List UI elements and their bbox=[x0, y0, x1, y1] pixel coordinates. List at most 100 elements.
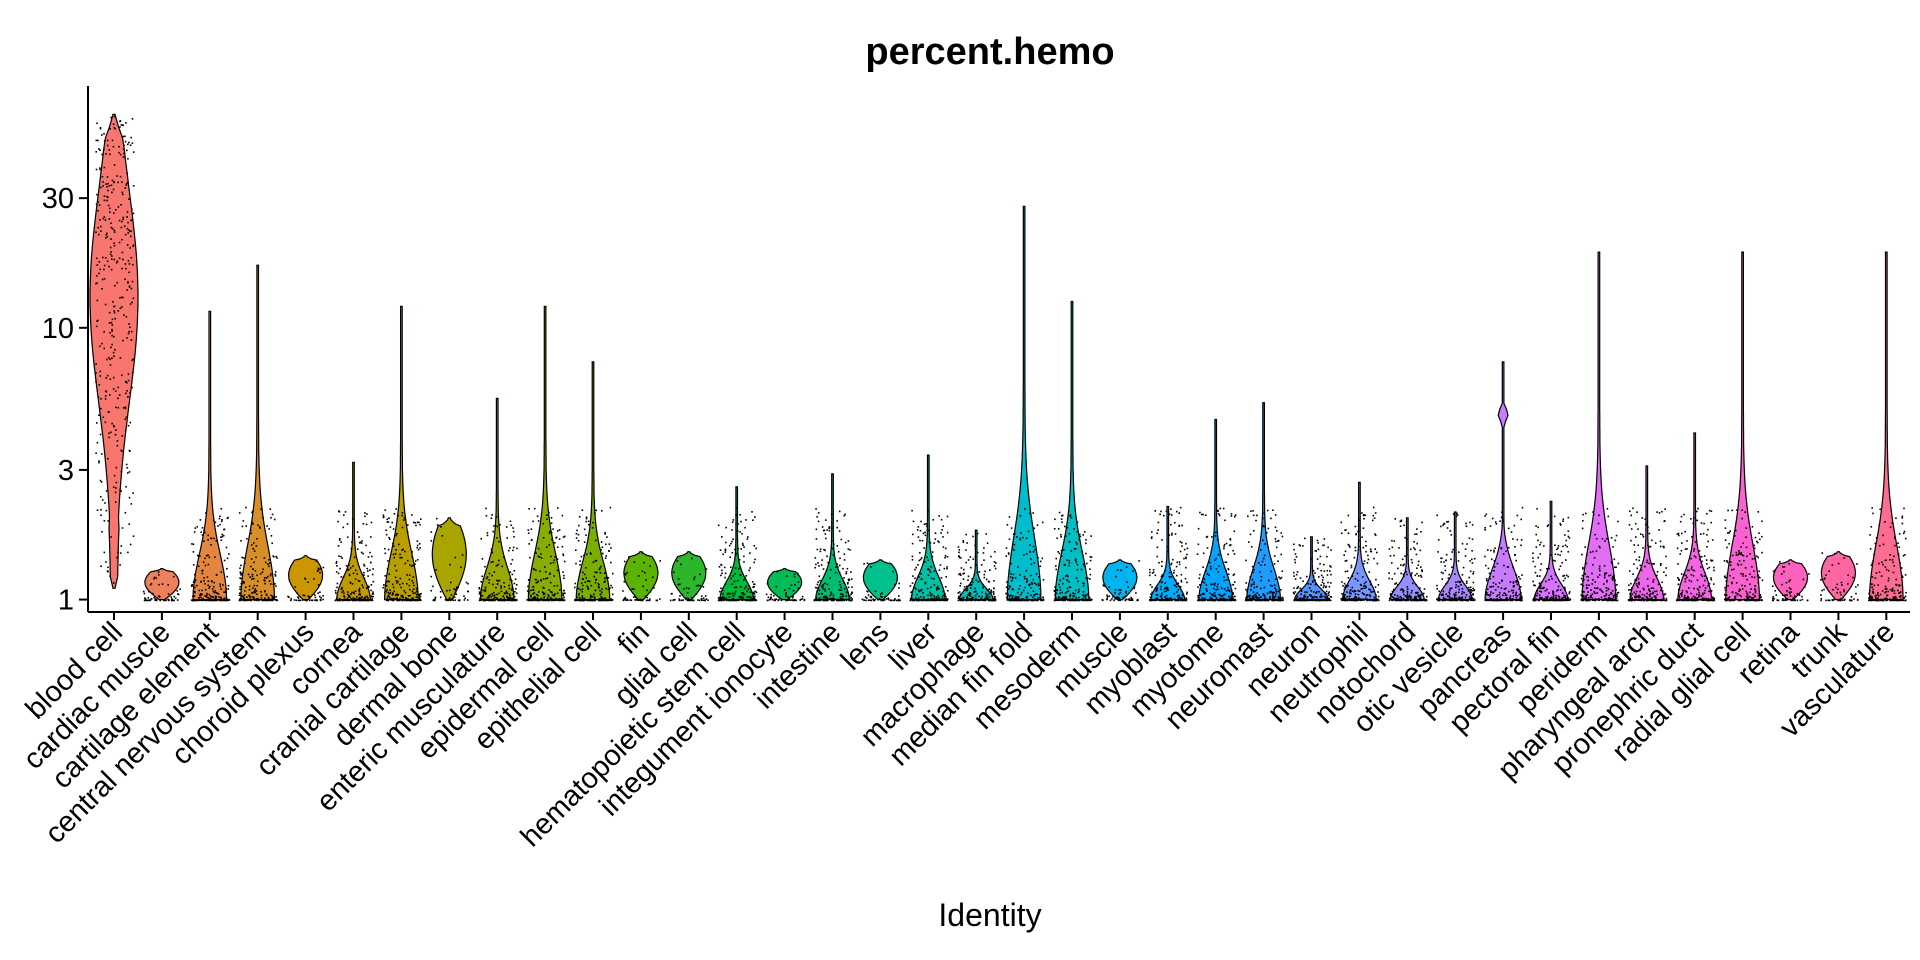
jitter-point bbox=[1344, 584, 1347, 587]
jitter-point bbox=[534, 599, 537, 602]
jitter-point bbox=[503, 597, 505, 599]
jitter-point bbox=[488, 572, 491, 575]
jitter-point bbox=[969, 599, 972, 602]
jitter-point bbox=[821, 593, 823, 595]
jitter-point bbox=[372, 568, 374, 570]
jitter-point bbox=[1362, 527, 1365, 529]
jitter-point bbox=[966, 587, 968, 590]
jitter-point bbox=[340, 541, 342, 543]
jitter-point bbox=[116, 260, 119, 263]
jitter-point bbox=[1342, 585, 1344, 587]
jitter-point bbox=[398, 543, 400, 546]
jitter-point bbox=[201, 572, 204, 575]
jitter-point bbox=[1366, 598, 1369, 601]
jitter-point bbox=[816, 583, 819, 586]
jitter-point bbox=[577, 533, 580, 536]
jitter-point bbox=[626, 598, 628, 601]
jitter-point bbox=[1262, 539, 1264, 542]
jitter-point bbox=[260, 594, 263, 597]
jitter-point bbox=[1155, 588, 1157, 590]
jitter-point bbox=[102, 416, 105, 419]
jitter-point bbox=[975, 564, 978, 566]
jitter-point bbox=[128, 523, 130, 525]
jitter-point bbox=[104, 502, 106, 504]
jitter-point bbox=[563, 577, 565, 580]
jitter-point bbox=[1014, 597, 1017, 599]
jitter-point bbox=[1058, 599, 1061, 602]
jitter-point bbox=[253, 550, 256, 552]
jitter-point bbox=[121, 220, 123, 223]
jitter-point bbox=[914, 599, 916, 601]
jitter-point bbox=[98, 461, 100, 464]
jitter-point bbox=[1036, 598, 1038, 601]
jitter-point bbox=[311, 599, 313, 601]
jitter-point bbox=[111, 422, 113, 425]
jitter-point bbox=[542, 586, 544, 589]
jitter-point bbox=[1198, 577, 1201, 580]
jitter-point bbox=[508, 584, 510, 587]
jitter-point bbox=[699, 584, 701, 587]
jitter-point bbox=[940, 577, 943, 579]
jitter-point bbox=[1396, 597, 1398, 600]
jitter-point bbox=[990, 592, 992, 594]
jitter-point bbox=[1008, 588, 1010, 590]
jitter-point bbox=[1275, 546, 1278, 549]
jitter-point bbox=[1366, 594, 1368, 596]
jitter-point bbox=[364, 599, 367, 602]
jitter-point bbox=[537, 555, 540, 558]
jitter-point bbox=[243, 582, 245, 584]
jitter-point bbox=[967, 559, 970, 561]
jitter-point bbox=[367, 575, 369, 577]
jitter-point bbox=[987, 599, 990, 602]
jitter-point bbox=[456, 586, 458, 589]
jitter-point bbox=[126, 216, 128, 218]
jitter-point bbox=[526, 599, 528, 601]
jitter-point bbox=[1234, 515, 1236, 518]
jitter-point bbox=[967, 599, 970, 602]
jitter-point bbox=[944, 547, 947, 550]
jitter-point bbox=[101, 176, 104, 178]
jitter-point bbox=[120, 226, 123, 229]
jitter-point bbox=[264, 599, 266, 601]
jitter-point bbox=[127, 158, 129, 160]
jitter-point bbox=[767, 599, 769, 602]
jitter-point bbox=[849, 599, 852, 602]
jitter-point bbox=[1405, 596, 1408, 598]
jitter-point bbox=[599, 567, 601, 569]
jitter-point bbox=[416, 544, 419, 547]
jitter-point bbox=[1234, 587, 1237, 590]
jitter-point bbox=[510, 598, 512, 600]
jitter-point bbox=[367, 570, 369, 572]
jitter-point bbox=[603, 599, 605, 602]
jitter-point bbox=[121, 374, 123, 377]
jitter-point bbox=[114, 433, 117, 436]
jitter-point bbox=[362, 599, 364, 602]
jitter-point bbox=[479, 591, 482, 593]
jitter-point bbox=[918, 590, 921, 593]
jitter-point bbox=[813, 599, 816, 602]
jitter-point bbox=[249, 596, 252, 599]
jitter-point bbox=[1091, 598, 1093, 601]
jitter-point bbox=[1119, 599, 1121, 602]
jitter-point bbox=[920, 599, 923, 602]
jitter-point bbox=[784, 589, 786, 591]
jitter-point bbox=[252, 510, 254, 513]
jitter-point bbox=[917, 597, 920, 599]
jitter-point bbox=[933, 598, 936, 600]
jitter-point bbox=[454, 599, 456, 601]
jitter-point bbox=[598, 568, 601, 571]
jitter-point bbox=[95, 203, 98, 206]
jitter-point bbox=[220, 571, 223, 573]
jitter-point bbox=[832, 554, 835, 556]
jitter-point bbox=[1344, 550, 1347, 553]
jitter-point bbox=[202, 599, 205, 602]
jitter-point bbox=[114, 501, 117, 503]
jitter-point bbox=[994, 567, 997, 570]
jitter-point bbox=[204, 595, 206, 597]
jitter-point bbox=[124, 278, 126, 281]
jitter-point bbox=[938, 598, 941, 600]
jitter-point bbox=[966, 597, 968, 599]
jitter-point bbox=[273, 597, 276, 600]
jitter-point bbox=[543, 599, 546, 602]
jitter-point bbox=[1178, 585, 1181, 588]
